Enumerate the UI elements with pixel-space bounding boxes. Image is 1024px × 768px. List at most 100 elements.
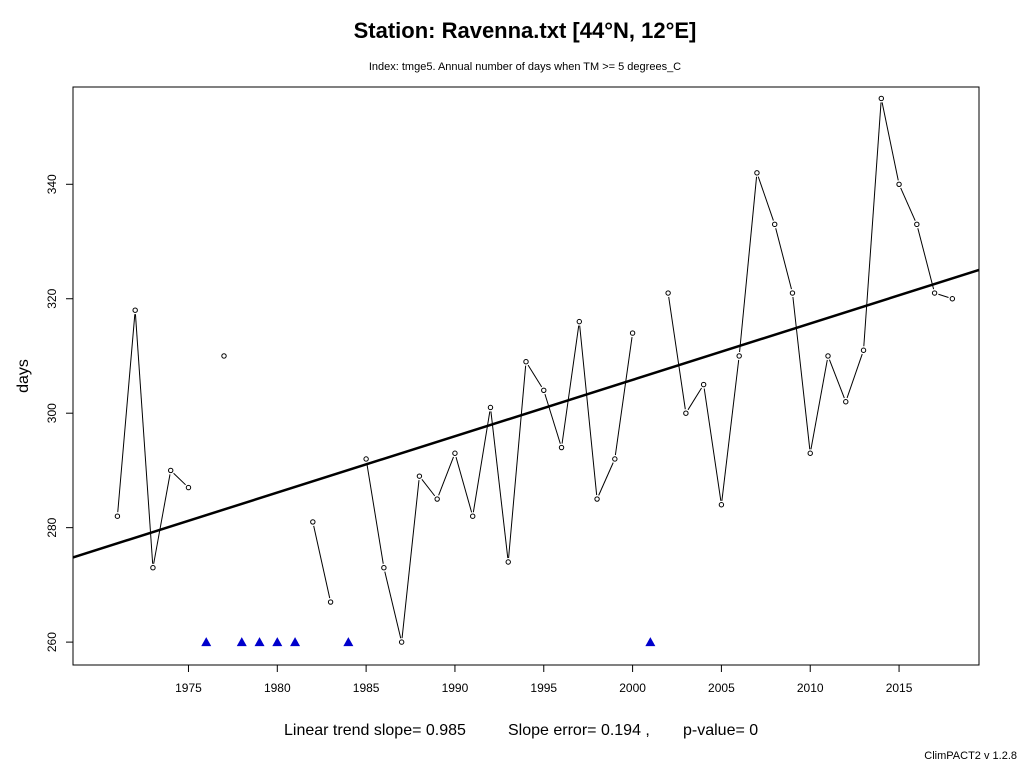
data-point bbox=[825, 353, 831, 359]
y-tick-label: 340 bbox=[45, 174, 59, 194]
trend-slope-text: Linear trend slope= 0.985 bbox=[284, 722, 466, 739]
data-point bbox=[931, 290, 938, 296]
data-point bbox=[843, 399, 849, 405]
missing-year-marker bbox=[201, 637, 212, 647]
missing-year-marker bbox=[343, 637, 354, 647]
data-point bbox=[114, 513, 121, 519]
series-segment bbox=[598, 462, 614, 496]
data-point bbox=[754, 170, 760, 176]
series-segment bbox=[384, 571, 402, 639]
series-segment bbox=[881, 102, 899, 181]
data-point bbox=[327, 599, 334, 605]
series-segment bbox=[614, 336, 633, 456]
series-segment bbox=[561, 325, 580, 444]
data-point bbox=[381, 565, 387, 571]
series-segment bbox=[421, 479, 436, 497]
series-segment bbox=[544, 393, 561, 444]
data-point bbox=[487, 404, 494, 411]
y-tick-label: 280 bbox=[45, 517, 59, 537]
y-tick-label: 300 bbox=[45, 403, 59, 423]
data-point bbox=[185, 484, 192, 491]
data-point bbox=[665, 290, 671, 296]
missing-layer bbox=[201, 637, 656, 647]
data-point bbox=[398, 639, 405, 645]
credit-text: ClimPACT2 v 1.2.8 bbox=[924, 750, 1017, 762]
y-axis-label: days bbox=[15, 359, 32, 393]
slope-error-text: Slope error= 0.194 , bbox=[508, 722, 650, 739]
data-point bbox=[168, 467, 174, 474]
data-point bbox=[416, 473, 423, 479]
data-point bbox=[860, 347, 867, 353]
plot-frame bbox=[72, 86, 980, 666]
data-point bbox=[807, 450, 813, 456]
series-segment bbox=[527, 364, 543, 388]
x-tick-label: 1980 bbox=[264, 681, 291, 695]
series-segment bbox=[134, 314, 154, 564]
series-segment bbox=[668, 296, 686, 410]
plot-area bbox=[72, 86, 980, 666]
series-segment bbox=[313, 525, 331, 599]
chart-subtitle: Index: tmge5. Annual number of days when… bbox=[369, 61, 681, 73]
series-segment bbox=[846, 353, 863, 399]
trend-layer bbox=[72, 268, 980, 559]
y-tick-label: 260 bbox=[45, 632, 59, 652]
series-segment bbox=[703, 388, 722, 501]
data-point bbox=[363, 456, 369, 462]
trend-line bbox=[72, 268, 980, 559]
series-segment bbox=[438, 456, 454, 496]
x-tick-label: 1990 bbox=[442, 681, 469, 695]
series-segment bbox=[792, 296, 811, 450]
data-point bbox=[878, 95, 884, 102]
series-segment bbox=[173, 472, 186, 486]
data-point bbox=[576, 318, 582, 325]
data-point bbox=[310, 519, 316, 525]
x-tick-label: 2010 bbox=[797, 681, 824, 695]
data-point bbox=[434, 496, 440, 502]
series-segment bbox=[153, 474, 171, 564]
series-segment bbox=[490, 411, 509, 559]
series-segment bbox=[579, 325, 598, 496]
data-point bbox=[949, 296, 956, 302]
series-segment bbox=[775, 228, 792, 290]
data-point bbox=[132, 307, 138, 313]
data-point bbox=[505, 559, 511, 565]
data-point bbox=[789, 290, 796, 296]
y-tick-label: 320 bbox=[45, 288, 59, 308]
data-point bbox=[541, 387, 547, 394]
data-point bbox=[736, 353, 742, 359]
missing-year-marker bbox=[272, 637, 283, 647]
y-axis: 260 280 300 320 340 bbox=[45, 174, 73, 652]
missing-year-marker bbox=[645, 637, 656, 647]
data-point bbox=[772, 221, 778, 228]
x-tick-label: 1985 bbox=[353, 681, 380, 695]
data-point bbox=[896, 181, 902, 187]
series-segment bbox=[739, 176, 758, 353]
series-segment bbox=[472, 411, 491, 513]
data-point bbox=[718, 502, 725, 508]
series-segment bbox=[863, 102, 882, 347]
series-segment bbox=[810, 359, 828, 450]
data-point bbox=[452, 450, 458, 456]
data-point bbox=[629, 330, 636, 336]
x-tick-label: 1995 bbox=[530, 681, 557, 695]
series-segment bbox=[687, 387, 702, 411]
series-lines bbox=[117, 102, 949, 639]
series-segment bbox=[508, 365, 527, 559]
series-segment bbox=[117, 314, 136, 513]
data-point bbox=[700, 381, 707, 388]
missing-year-marker bbox=[254, 637, 265, 647]
series-segment bbox=[938, 293, 949, 298]
data-point bbox=[523, 358, 529, 365]
p-value-text: p-value= 0 bbox=[683, 722, 758, 739]
chart-title: Station: Ravenna.txt [44°N, 12°E] bbox=[354, 18, 697, 43]
x-axis: 1975 1980 1985 1990 1995 2000 2005 2010 2015 bbox=[175, 665, 913, 695]
data-point bbox=[470, 513, 476, 519]
data-point bbox=[558, 444, 565, 451]
series-segment bbox=[828, 359, 845, 399]
series-segment bbox=[401, 480, 420, 639]
series-segment bbox=[917, 228, 935, 290]
data-point bbox=[683, 410, 689, 416]
x-tick-label: 2000 bbox=[619, 681, 646, 695]
missing-year-marker bbox=[236, 637, 247, 647]
